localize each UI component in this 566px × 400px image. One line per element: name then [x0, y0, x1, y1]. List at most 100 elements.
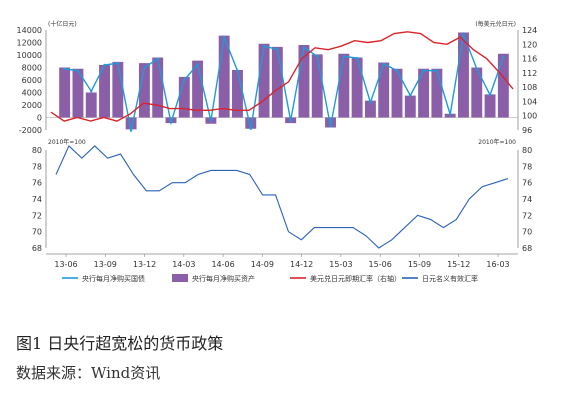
asset-purchase-bar: [298, 45, 310, 118]
x-tick-label: 15-12: [447, 260, 470, 269]
jgb-purchase-point: [209, 119, 213, 122]
right-tick-label: 124: [522, 26, 537, 35]
bottom-right-tick-label: 68: [522, 244, 532, 253]
jgb-purchase-point: [222, 36, 226, 39]
left-unit-label: (十亿日元): [48, 20, 77, 28]
asset-purchase-bar: [218, 35, 230, 118]
jgb-purchase-point: [502, 55, 505, 59]
jgb-purchase-point: [342, 55, 346, 58]
jgb-purchase-point: [156, 57, 159, 60]
left-tick-label: 10000: [17, 51, 42, 60]
x-tick-label: 15-09: [408, 260, 431, 269]
jgb-purchase-point: [289, 119, 292, 122]
asset-purchase-bar: [232, 70, 243, 118]
asset-purchase-bar: [378, 62, 390, 118]
x-tick-label: 13-06: [54, 260, 77, 269]
asset-purchase-bar: [497, 53, 509, 118]
x-tick-label: 13-09: [94, 260, 117, 269]
bottom-left-tick-label: 72: [32, 211, 42, 220]
jgb-purchase-point: [143, 66, 146, 69]
asset-purchase-bar: [85, 92, 97, 118]
left-tick-label: 14000: [17, 26, 42, 35]
bottom-right-tick-label: 78: [522, 162, 532, 171]
x-tick-label: 14-12: [290, 260, 313, 269]
x-tick-label: 15-06: [369, 260, 392, 269]
asset-purchase-bar: [245, 117, 257, 129]
jgb-purchase-point: [103, 63, 106, 67]
bottom-panel: 80 80 78 78 76 76 74 74 72 72 70 70 68 68 2010年=100 201…: [32, 138, 532, 255]
legend-label: 日元名义有效汇率: [422, 274, 478, 283]
bottom-right-tick-label: 80: [522, 146, 532, 155]
jgb-purchase-point: [316, 55, 319, 58]
jgb-purchase-point: [382, 62, 385, 65]
bottom-right-unit: 2010年=100: [478, 138, 516, 146]
left-tick-label: 8000: [22, 64, 42, 73]
right-tick-label: 96: [522, 126, 532, 135]
left-tick-label: 0: [37, 114, 42, 123]
bottom-left-unit: 2010年=100: [48, 138, 86, 146]
bottom-right-tick-label: 76: [522, 179, 532, 188]
bottom-left-tick-label: 74: [32, 195, 42, 204]
x-tick-label: 14-03: [172, 260, 195, 269]
jgb-purchase-point: [183, 78, 186, 82]
right-tick-label: 104: [522, 97, 537, 106]
asset-purchase-bar: [99, 65, 110, 118]
left-tick-label: 2000: [22, 101, 42, 110]
bottom-right-tick-label: 74: [522, 195, 532, 204]
jgb-purchase-point: [369, 101, 372, 104]
right-unit-label: (每美元兑日元): [475, 20, 516, 28]
jgb-purchase-point: [116, 61, 120, 65]
asset-purchase-bar: [471, 67, 483, 118]
asset-purchase-bar: [418, 68, 430, 118]
x-tick-label: 14-09: [251, 260, 274, 269]
jgb-purchase-point: [448, 113, 452, 116]
asset-purchase-bar: [391, 68, 403, 118]
asset-purchase-bar: [484, 94, 496, 118]
left-tick-label: -2000: [19, 126, 42, 135]
left-tick-label: 6000: [22, 76, 42, 85]
jgb-purchase-point: [129, 129, 133, 132]
jgb-purchase-point: [475, 67, 478, 70]
asset-purchase-bar: [404, 95, 416, 118]
figure-source: 数据来源：Wind资讯: [16, 364, 161, 382]
jgb-purchase-point: [462, 33, 465, 36]
x-tick-label: 16-03: [486, 260, 509, 269]
jgb-purchase-point: [63, 67, 66, 70]
asset-purchase-bar: [351, 57, 363, 118]
asset-purchase-bar: [258, 43, 270, 118]
jgb-purchase-point: [329, 125, 332, 128]
asset-purchase-bar: [431, 68, 443, 118]
jgb-purchase-point: [488, 93, 492, 97]
legend-label: 央行每月净购买国债: [82, 274, 145, 283]
bottom-right-tick-label: 72: [522, 211, 532, 220]
asset-purchase-bar: [59, 67, 71, 118]
bottom-left-tick-label: 80: [32, 146, 42, 155]
asset-purchase-bar: [364, 100, 376, 118]
asset-purchase-bar: [125, 117, 137, 130]
asset-purchase-bar: [178, 76, 190, 118]
neer-line: [55, 144, 509, 249]
asset-purchase-bar: [444, 113, 456, 118]
left-tick-label: 12000: [17, 39, 42, 48]
asset-purchase-bar: [152, 57, 164, 118]
asset-purchase-bar: [338, 53, 350, 118]
legend-label: 央行每月净购买资产: [192, 274, 255, 283]
jgb-purchase-point: [395, 69, 399, 72]
jgb-purchase-point: [409, 94, 412, 97]
right-tick-label: 100: [522, 112, 537, 121]
bottom-left-tick-label: 70: [32, 228, 42, 237]
jgb-purchase-point: [262, 45, 266, 48]
jgb-purchase-point: [422, 69, 425, 72]
asset-purchase-bar: [271, 46, 283, 118]
bottom-left-tick-label: 76: [32, 179, 42, 188]
right-tick-label: 116: [522, 55, 537, 64]
jgb-purchase-point: [90, 90, 93, 93]
right-tick-label: 112: [522, 69, 537, 78]
top-panel: 14000 12000 10000 8000 6000 4000 2000 0 -2000 124…: [17, 20, 538, 135]
figure-caption: 图1 日央行超宽松的货币政策: [16, 334, 224, 353]
usdjpy-line: [50, 31, 514, 122]
jgb-purchase-point: [169, 121, 173, 124]
jgb-purchase-point: [276, 48, 279, 51]
jgb-purchase-point: [76, 69, 80, 72]
asset-purchase-bar: [458, 32, 469, 118]
